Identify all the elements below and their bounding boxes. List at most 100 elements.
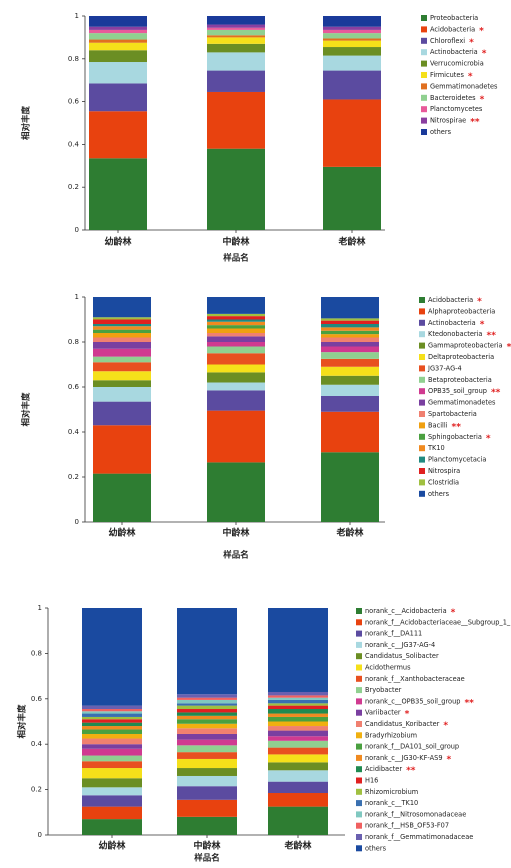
bar-segment <box>323 70 381 100</box>
bar-segment <box>268 754 328 763</box>
y-tick-label: 0.8 <box>31 649 42 657</box>
bar-segment <box>93 329 151 333</box>
legend-swatch <box>356 822 362 829</box>
legend-significance: * <box>486 434 491 444</box>
legend-label: Gemmatimonadetes <box>428 399 496 407</box>
y-tick-label: 1 <box>75 12 79 20</box>
legend-swatch <box>356 732 362 739</box>
legend-label: Sphingobacteria <box>428 433 482 441</box>
legend-swatch <box>356 800 362 807</box>
legend-significance: ** <box>470 118 480 128</box>
bar-segment <box>268 713 328 717</box>
legend-label: norank_f__Acidobacteriaceae__Subgroup_1_ <box>365 618 511 626</box>
bar-segment <box>268 705 328 710</box>
bar-segment <box>321 352 379 359</box>
legend-significance: * <box>469 38 474 48</box>
bar-segment <box>89 83 147 112</box>
legend-label: Spartobacteria <box>428 410 477 418</box>
bar-segment <box>207 16 265 25</box>
bar-segment <box>89 26 147 30</box>
legend-label: Chloroflexi <box>430 37 465 45</box>
legend-swatch <box>419 490 425 497</box>
y-tick-label: 0.6 <box>31 695 43 703</box>
bar-segment <box>268 691 328 696</box>
legend-swatch <box>356 687 362 694</box>
legend-swatch <box>356 709 362 716</box>
bar-segment <box>268 747 328 755</box>
legend-swatch <box>419 319 425 326</box>
legend-label: Deltaproteobacteria <box>428 353 494 361</box>
legend-label: others <box>365 844 387 852</box>
legend-swatch <box>356 630 362 637</box>
legend-swatch <box>356 811 362 818</box>
legend-significance: * <box>507 343 511 353</box>
legend-label: norank_c__JG30-KF-AS9 <box>365 754 443 762</box>
bar-segment <box>207 462 265 522</box>
legend-swatch <box>419 456 425 463</box>
y-tick-label: 0.6 <box>68 383 80 391</box>
bar-segment <box>93 333 151 338</box>
bar-segment <box>177 699 237 704</box>
x-tick-label: 幼龄林 <box>108 527 136 539</box>
bar-segment <box>268 695 328 698</box>
bar-segment <box>82 819 142 835</box>
legend-label: Gemmatimonadetes <box>430 82 498 90</box>
bar-segment <box>268 793 328 807</box>
legend-significance: * <box>482 49 487 59</box>
y-tick-label: 0.8 <box>68 55 79 63</box>
legend-swatch <box>421 94 427 101</box>
legend-swatch <box>356 698 362 705</box>
bar-segment <box>323 16 381 27</box>
x-tick-label: 中龄林 <box>193 840 221 852</box>
legend-label: Ktedonobacteria <box>428 330 482 338</box>
bar-segment <box>82 744 142 749</box>
bar-segment <box>321 452 379 522</box>
bar-segment <box>93 371 151 381</box>
bar-segment <box>321 297 379 319</box>
legend-swatch <box>419 297 425 303</box>
x-axis-label: 样品名 <box>194 853 220 864</box>
legend-significance: * <box>447 755 452 765</box>
y-tick-label: 0 <box>75 518 79 526</box>
legend-swatch <box>356 788 362 795</box>
bar-segment <box>207 316 265 320</box>
bar-segment <box>323 38 381 41</box>
bar-segment <box>89 111 147 159</box>
y-tick-label: 0.4 <box>31 740 43 748</box>
bar-segment <box>207 333 265 337</box>
bar-segment <box>82 722 142 727</box>
bar-segment <box>207 410 265 463</box>
legend-label: norank_f__Nitrosomonadaceae <box>365 810 466 818</box>
y-tick-label: 0 <box>75 226 79 234</box>
legend-label: TK10 <box>427 444 445 452</box>
bar-segment <box>177 752 237 759</box>
bar-segment <box>207 43 265 53</box>
bar-segment <box>268 608 328 692</box>
bar-segment <box>82 729 142 734</box>
bar-segment <box>321 366 379 376</box>
bar-segment <box>268 721 328 727</box>
legend-significance: * <box>405 710 410 720</box>
x-axis-label: 样品名 <box>223 550 249 561</box>
bar-segment <box>268 716 328 722</box>
legend-swatch <box>419 422 425 429</box>
bar-segment <box>321 334 379 338</box>
legend-swatch <box>356 777 362 784</box>
x-tick-label: 老龄林 <box>337 236 366 248</box>
legend-label: Nitrospirae <box>430 117 466 125</box>
bar-segment <box>207 52 265 71</box>
x-tick-label: 中龄林 <box>222 527 250 539</box>
bar-segment <box>89 29 147 34</box>
legend-label: norank_f__DA101_soil_group <box>365 743 459 751</box>
bar-segment <box>207 313 265 317</box>
y-tick-label: 0.6 <box>68 98 80 106</box>
legend-swatch <box>421 60 427 67</box>
bar-segment <box>93 425 151 474</box>
bar-segment <box>321 384 379 396</box>
bar-segment <box>93 297 151 318</box>
bar-segment <box>93 324 151 327</box>
legend-swatch <box>356 845 362 852</box>
bar-segment <box>93 319 151 324</box>
legend-label: Rhizomicrobium <box>365 788 418 796</box>
legend-swatch <box>356 619 362 626</box>
